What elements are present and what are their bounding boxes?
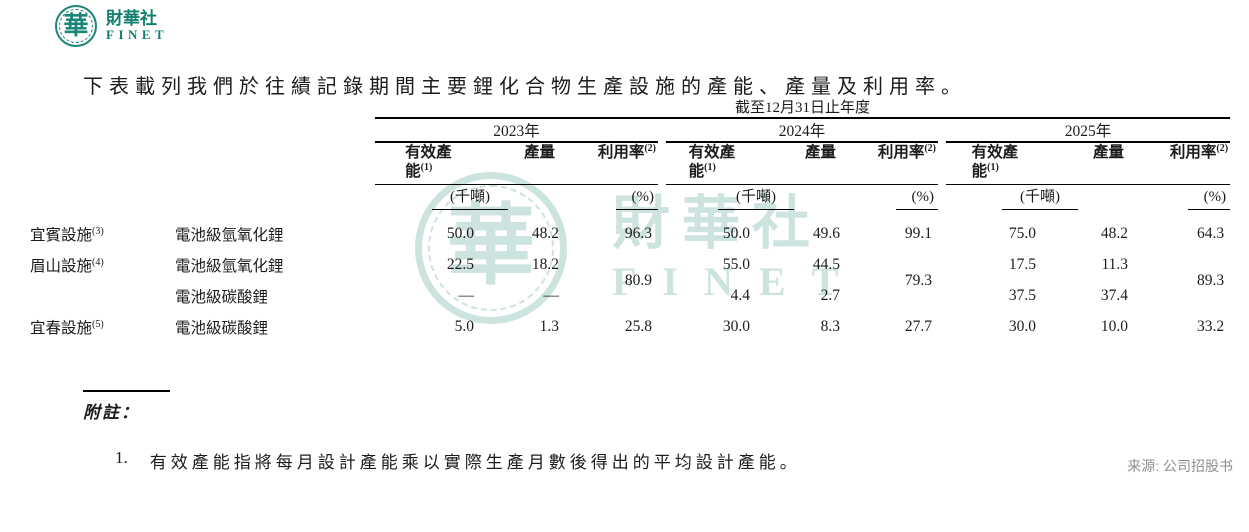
col-output-2024: 產量 [756, 142, 846, 185]
column-header-row: 有效產能(1) 產量 利用率(2) 有效產能(1) 產量 利用率(2) 有效產能… [30, 142, 1231, 185]
table-row-yichun: 宜春設施(5) 電池級碳酸鋰 5.0 1.3 25.8 30.0 8.3 27.… [30, 311, 1230, 342]
utilization-value: 33.2 [1196, 318, 1225, 335]
table-row-yibin: 宜賓設施(3) 電池級氫氧化鋰 50.0 48.2 96.3 50.0 49.6… [30, 210, 1230, 249]
unit-percent-2023: (%) [565, 185, 658, 210]
capacity-value: 75.0 [1008, 225, 1036, 242]
unit-percent-2024: (%) [846, 185, 938, 210]
notes-divider [83, 390, 170, 392]
output-value: 1.3 [539, 318, 559, 335]
capacity-value: 30.0 [1008, 318, 1036, 335]
capacity-value: 50.0 [446, 225, 474, 242]
brand-name-cn: 財華社 [106, 8, 157, 28]
col-capacity-2023: 有效產能(1) [375, 142, 480, 185]
col-utilization-2023: 利用率(2) [565, 142, 658, 185]
unit-percent-2025: (%) [1134, 185, 1231, 210]
period-header: 截至12月31日止年度 [375, 96, 1231, 119]
utilization-value: 99.1 [904, 225, 932, 242]
capacity-value: 37.5 [1008, 287, 1036, 304]
col-output-2023: 產量 [480, 142, 565, 185]
utilization-value-merged: 89.3 [1196, 271, 1225, 289]
brand-name-en: FINET [106, 27, 169, 43]
year-header-2024: 2024年 [666, 118, 938, 143]
product-cell: 電池級碳酸鋰 [175, 320, 269, 337]
utilization-value: 64.3 [1196, 225, 1225, 242]
table-row-meishan-carbonate: 電池級碳酸鋰 — — 4.4 2.7 37.5 37.4 [30, 280, 1230, 311]
capacity-value: 4.4 [730, 287, 750, 304]
utilization-value-merged: 79.3 [904, 271, 932, 289]
product-cell: 電池級氫氧化鋰 [175, 227, 284, 244]
capacity-value: 17.5 [1008, 256, 1036, 273]
col-utilization-2025: 利用率(2) [1134, 142, 1231, 185]
output-value: 37.4 [1100, 287, 1128, 304]
notes-title: 附註： [83, 403, 140, 422]
units-row: (千噸) (%) (千噸) (%) (千噸) (%) [30, 185, 1231, 210]
output-value: 2.7 [820, 287, 840, 304]
facility-cell: 宜賓設施(3) [30, 225, 104, 244]
capacity-value: 55.0 [722, 256, 750, 273]
capacity-value: 22.5 [446, 256, 474, 273]
unit-kilotonnes-2023: (千噸) [375, 185, 565, 210]
capacity-value: 50.0 [722, 225, 750, 242]
output-value: 44.5 [812, 256, 840, 273]
unit-kilotonnes-2025: (千噸) [946, 185, 1134, 210]
output-value: 10.0 [1100, 318, 1128, 335]
product-cell: 電池級碳酸鋰 [175, 289, 269, 306]
note-1-text: 有效產能指將每月設計產能乘以實際生產月數後得出的平均設計產能。 [149, 453, 801, 472]
facility-cell: 眉山設施(4) [30, 256, 104, 275]
intro-text: 下表載列我們於往績記錄期間主要鋰化合物生產設施的產能、產量及利用率。 [83, 76, 967, 98]
col-capacity-2024: 有效產能(1) [666, 142, 756, 185]
output-value: 11.3 [1101, 256, 1128, 273]
capacity-value: 5.0 [454, 318, 474, 335]
output-value: 18.2 [531, 256, 559, 273]
output-value: — [543, 287, 560, 304]
capacity-value: 30.0 [722, 318, 750, 335]
note-1-number: 1. [115, 448, 128, 467]
output-value: 48.2 [531, 225, 559, 242]
facility-cell: 宜春設施(5) [30, 318, 104, 337]
capacity-value: — [458, 287, 475, 304]
utilization-value: 25.8 [624, 318, 652, 335]
finet-logo: 華 財華社 FINET [55, 5, 168, 47]
note-1: 1. 有效產能指將每月設計產能乘以實際生產月數後得出的平均設計產能。 [115, 448, 801, 473]
capacity-table: 截至12月31日止年度 2023年 2024年 2025年 有效產能(1) 產量… [30, 96, 1231, 342]
logo-text: 財華社 FINET [106, 9, 168, 43]
col-capacity-2025: 有效產能(1) [946, 142, 1042, 185]
source-attribution: 来源: 公司招股书 [1127, 458, 1233, 474]
unit-kilotonnes-2024: (千噸) [666, 185, 846, 210]
output-value: 8.3 [820, 318, 840, 335]
product-cell: 電池級氫氧化鋰 [175, 258, 284, 275]
output-value: 48.2 [1100, 225, 1128, 242]
seal-char: 華 [63, 12, 89, 40]
col-output-2025: 產量 [1042, 142, 1134, 185]
output-value: 49.6 [812, 225, 840, 242]
year-header-2025: 2025年 [946, 118, 1231, 143]
period-header-row: 截至12月31日止年度 [30, 96, 1231, 119]
table-row-meishan-hydroxide: 眉山設施(4) 電池級氫氧化鋰 22.5 18.2 80.9 55.0 44.5… [30, 249, 1230, 289]
col-utilization-2024: 利用率(2) [846, 142, 938, 185]
year-header-2023: 2023年 [375, 118, 658, 143]
finet-seal-icon: 華 [55, 5, 97, 47]
utilization-value: 96.3 [624, 225, 652, 242]
utilization-value: 27.7 [904, 318, 932, 335]
utilization-value-merged: 80.9 [624, 271, 652, 289]
year-header-row: 2023年 2024年 2025年 [30, 118, 1231, 143]
